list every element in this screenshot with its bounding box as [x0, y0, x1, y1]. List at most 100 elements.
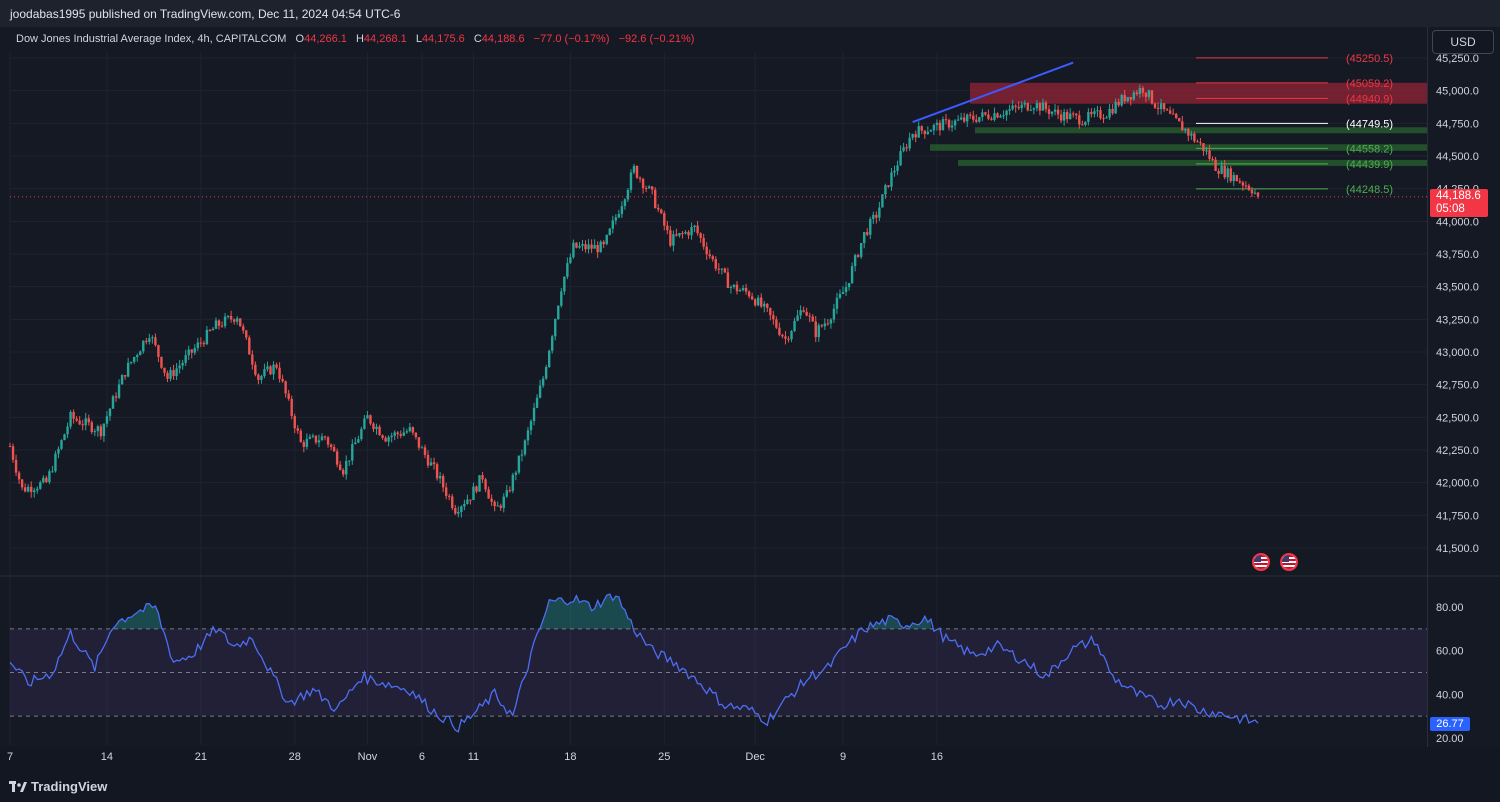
candle-down [1111, 108, 1114, 114]
price-tick-label: 44,000.0 [1436, 216, 1479, 228]
candle-up [890, 172, 893, 187]
candle-up [408, 427, 412, 432]
candle-down [984, 112, 987, 115]
candle-down [432, 462, 436, 465]
high-label: H [355, 33, 364, 45]
currency-button[interactable]: USD [1432, 30, 1494, 54]
candle-up [1005, 110, 1008, 116]
candle-down [257, 374, 260, 380]
candle-down [778, 327, 781, 335]
tradingview-logo[interactable]: TradingView [9, 779, 107, 794]
candle-down [1214, 159, 1217, 171]
candle-up [193, 348, 196, 353]
support-zone [930, 144, 1427, 151]
candle-down [1117, 101, 1120, 106]
candle-down [875, 214, 878, 218]
candle-up [405, 431, 409, 433]
candle-down [145, 340, 148, 342]
candle-down [123, 375, 127, 377]
candle-up [844, 287, 848, 293]
candle-down [1078, 115, 1081, 125]
candle-up [690, 227, 693, 236]
candle-up [111, 396, 115, 409]
candle-up [593, 245, 596, 249]
series-legend: Dow Jones Industrial Average Index, 4h, … [16, 33, 694, 45]
candle-down [251, 354, 254, 365]
candle-down [451, 496, 454, 509]
candle-down [705, 246, 708, 255]
candle-up [599, 241, 602, 253]
candle-down [654, 189, 657, 208]
candle-up [1159, 103, 1163, 109]
candle-down [856, 255, 860, 257]
candle-up [466, 499, 469, 505]
candle-up [211, 328, 215, 331]
candle-up [178, 365, 181, 369]
candle-down [239, 318, 242, 327]
candle-down [1150, 90, 1154, 104]
rsi-tick-label: 40.00 [1436, 689, 1464, 701]
candle-down [469, 499, 472, 501]
candle-down [905, 147, 908, 149]
candle-up [672, 234, 675, 246]
candle-down [302, 442, 306, 447]
candle-down [641, 178, 645, 188]
candle-down [1199, 142, 1202, 144]
time-tick-label: 25 [658, 751, 670, 763]
candle-up [523, 440, 527, 455]
us-flag-icon[interactable] [1280, 553, 1298, 571]
candle-down [342, 469, 345, 475]
candle-up [560, 291, 563, 306]
trend-line [912, 61, 1074, 123]
candle-up [932, 125, 936, 131]
candle-down [1168, 110, 1172, 114]
price-axis[interactable] [1427, 27, 1500, 747]
low-value: 44,175.6 [421, 33, 465, 45]
us-flag-icon[interactable] [1252, 553, 1270, 571]
candle-down [245, 330, 248, 338]
candle-down [1244, 185, 1248, 187]
candle-down [417, 437, 421, 448]
candle-down [602, 241, 605, 245]
candle-up [120, 375, 124, 385]
price-line-label: (44558.2) [1346, 143, 1393, 155]
candle-up [63, 434, 66, 441]
candle-up [260, 376, 263, 380]
candle-down [293, 416, 296, 429]
candle-up [1105, 117, 1108, 119]
price-line-label: (44439.9) [1346, 159, 1393, 171]
candle-down [990, 118, 993, 120]
candle-down [199, 342, 203, 344]
candle-down [702, 237, 705, 247]
candle-up [175, 368, 178, 377]
candle-down [920, 126, 923, 131]
candle-down [1017, 106, 1020, 109]
candle-down [1241, 182, 1245, 186]
candle-down [687, 231, 690, 236]
candle-down [814, 321, 817, 338]
candle-down [30, 486, 33, 493]
candle-up [981, 112, 984, 118]
candle-up [93, 431, 97, 433]
candle-up [966, 114, 969, 122]
candle-up [1050, 111, 1054, 114]
candle-up [729, 287, 733, 289]
candle-down [87, 418, 90, 423]
candle-up [420, 447, 424, 449]
candle-down [1056, 109, 1060, 115]
candle-down [99, 426, 103, 437]
last-price-value: 44,188.6 [1436, 190, 1481, 202]
candle-up [1068, 113, 1072, 120]
change-value: −77.0 (−0.17%) [533, 33, 610, 45]
candle-down [299, 430, 302, 443]
candle-down [866, 232, 869, 235]
candle-up [320, 436, 324, 441]
candle-up [617, 214, 621, 218]
candle-down [484, 479, 487, 490]
candle-down [1193, 133, 1196, 142]
candle-down [747, 291, 751, 297]
candle-up [429, 462, 433, 466]
candle-down [381, 435, 384, 438]
candle-down [1075, 113, 1078, 116]
